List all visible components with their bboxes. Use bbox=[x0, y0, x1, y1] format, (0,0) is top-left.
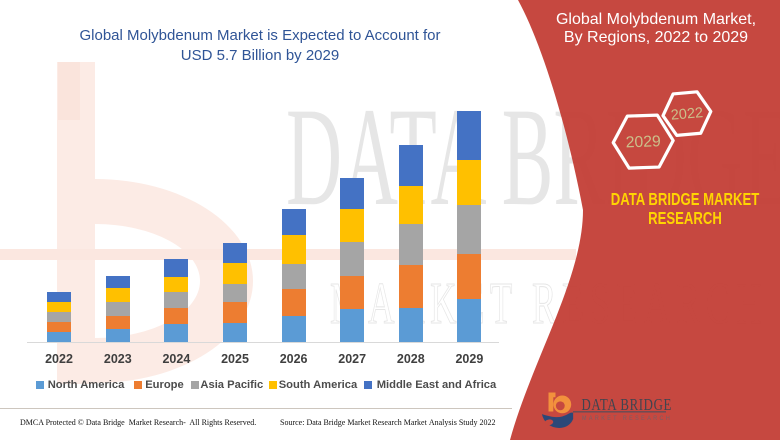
svg-text:DATA BRIDGE: DATA BRIDGE bbox=[582, 397, 672, 415]
svg-text:2029: 2029 bbox=[625, 133, 661, 151]
svg-text:2022: 2022 bbox=[670, 105, 704, 124]
svg-text:MARKET RESEARCH: MARKET RESEARCH bbox=[582, 416, 672, 422]
